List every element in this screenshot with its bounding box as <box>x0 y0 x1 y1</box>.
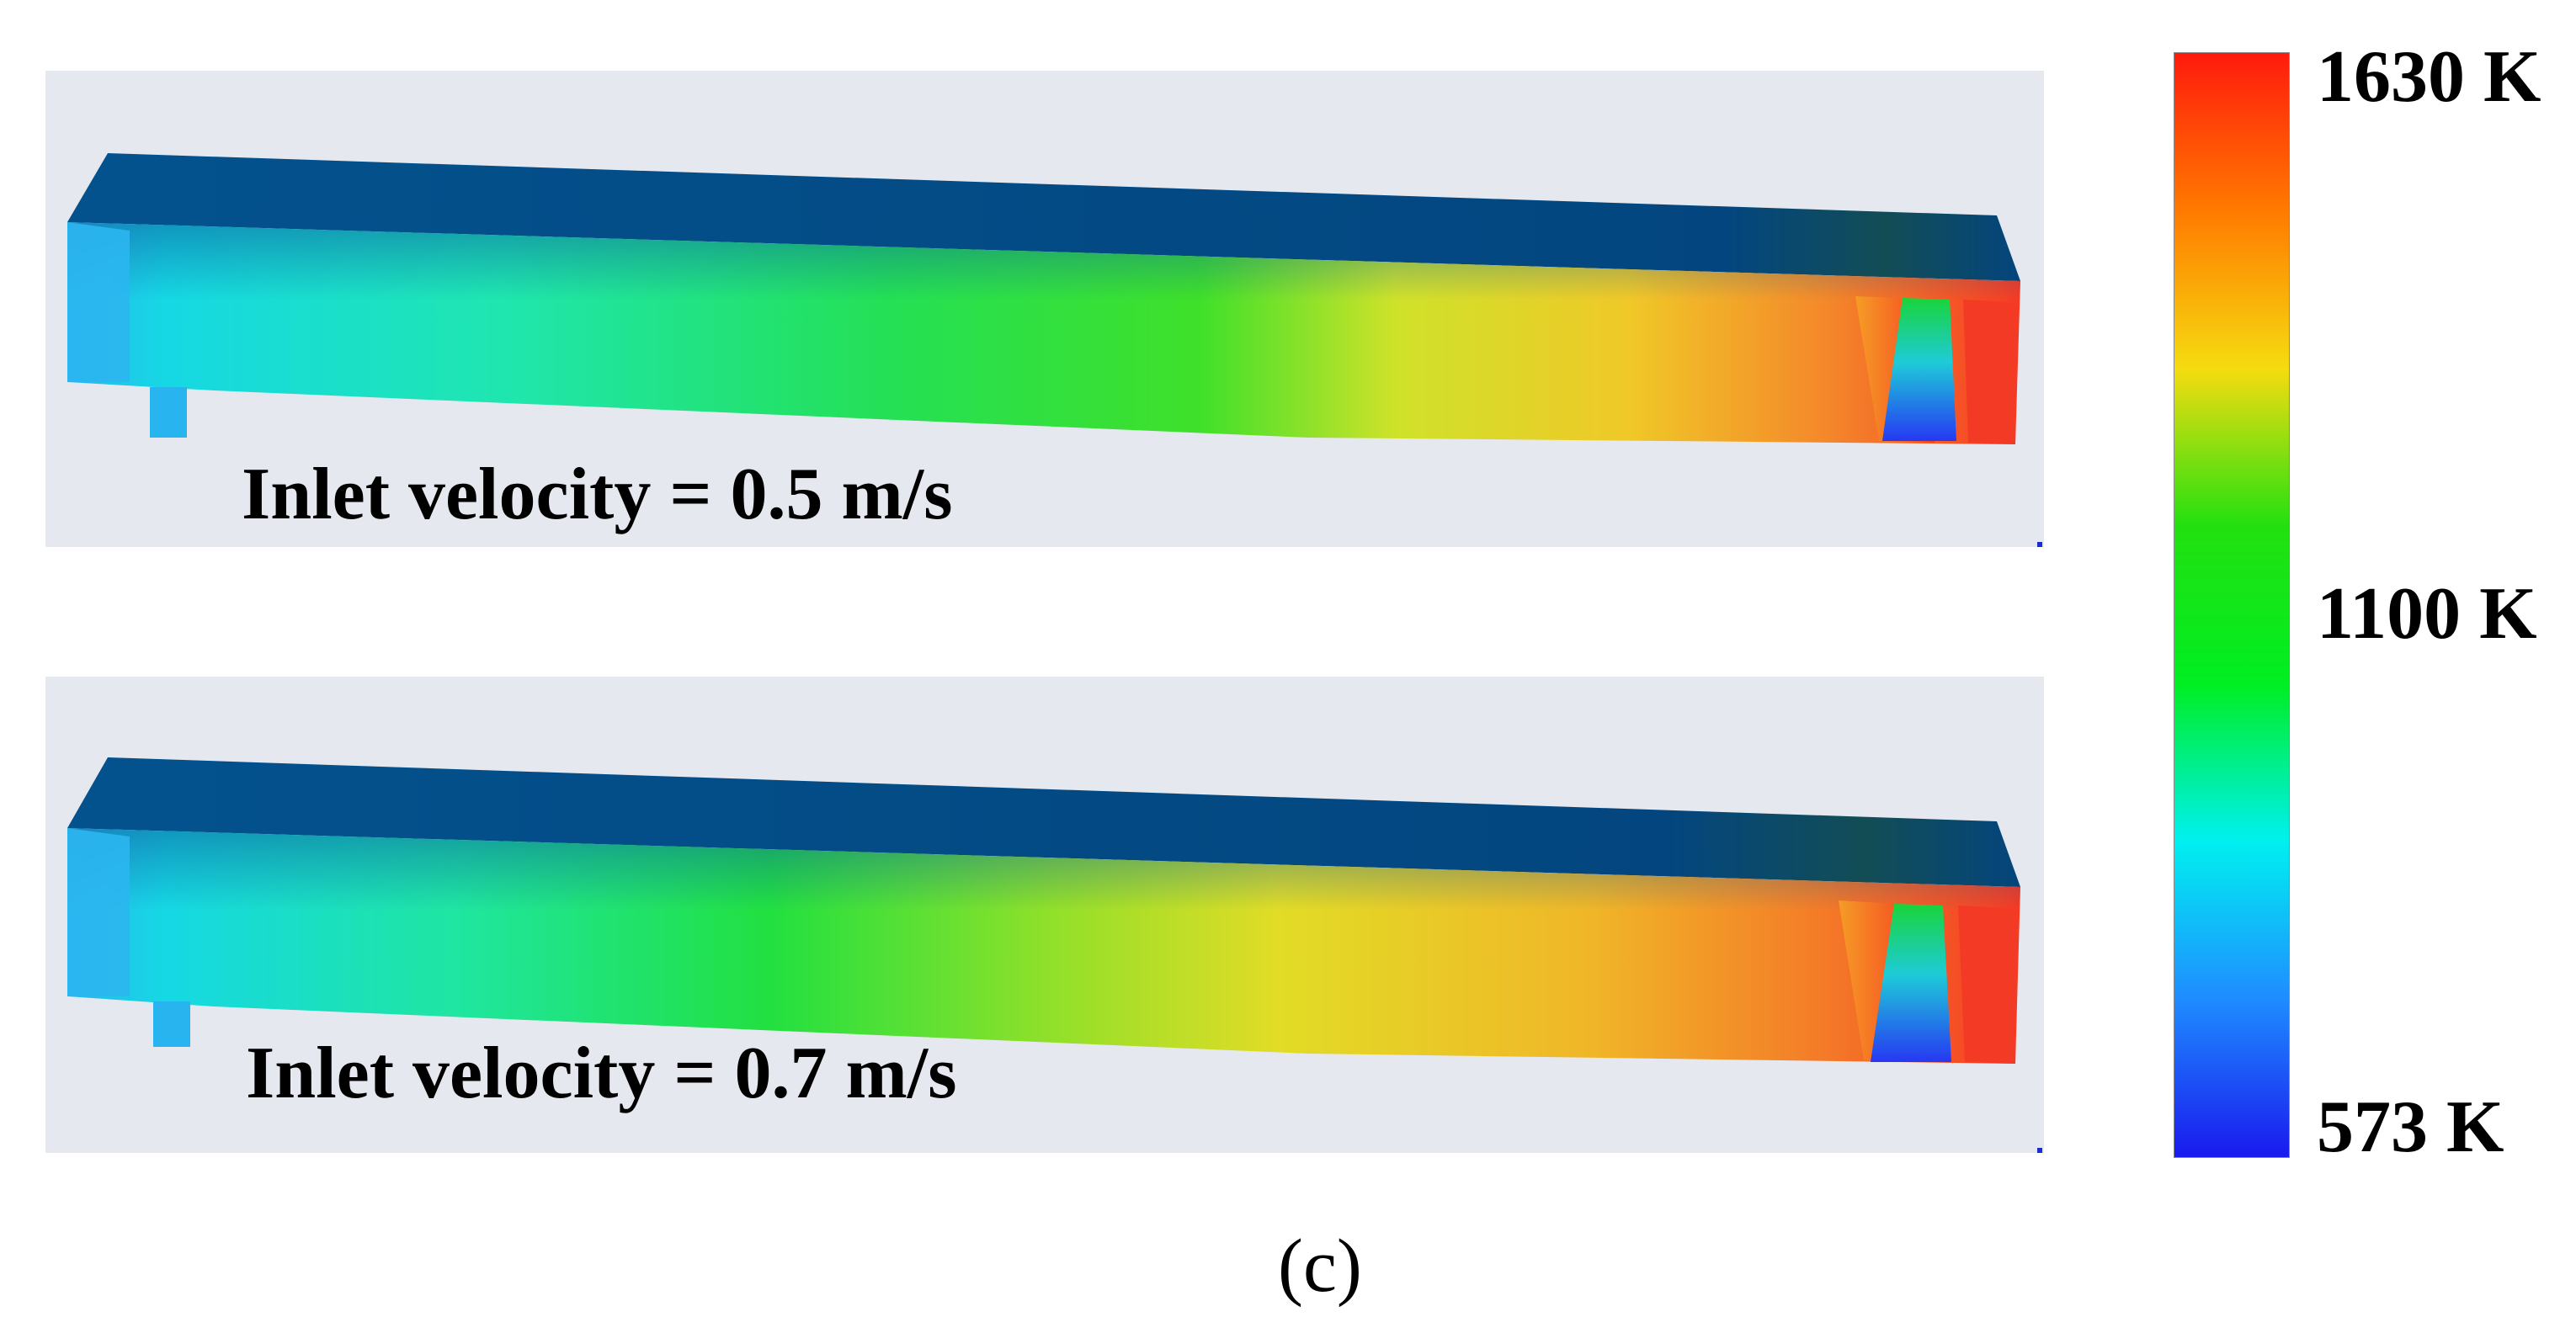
cold-jet-plume <box>1882 298 1956 441</box>
colorbar-mid-label: 1100 K <box>2317 573 2537 655</box>
furnace-top-face <box>67 153 2020 281</box>
hot-zone <box>1963 300 2017 444</box>
corner-marker <box>2037 542 2042 547</box>
inlet-velocity-caption: Inlet velocity = 0.5 m/s <box>242 454 953 535</box>
temperature-colorbar <box>2174 52 2290 1158</box>
colorbar-max-label: 1630 K <box>2317 36 2541 118</box>
cold-jet-plume <box>1871 904 1951 1062</box>
corner-marker <box>2037 1148 2042 1153</box>
temperature-contour-bottom <box>67 757 2020 1064</box>
inlet-velocity-caption: Inlet velocity = 0.7 m/s <box>246 1033 957 1114</box>
inlet-pipe <box>150 387 187 438</box>
furnace-top-face <box>67 757 2020 887</box>
inlet-pipe <box>153 1001 190 1047</box>
simulation-panel-top: Inlet velocity = 0.5 m/s <box>45 71 2044 547</box>
colorbar-min-label: 573 K <box>2317 1086 2504 1168</box>
hot-zone <box>1958 905 2017 1064</box>
subfigure-label: (c) <box>1278 1224 1362 1308</box>
simulation-panel-bottom: Inlet velocity = 0.7 m/s <box>45 677 2044 1153</box>
temperature-contour-top <box>67 153 2020 444</box>
